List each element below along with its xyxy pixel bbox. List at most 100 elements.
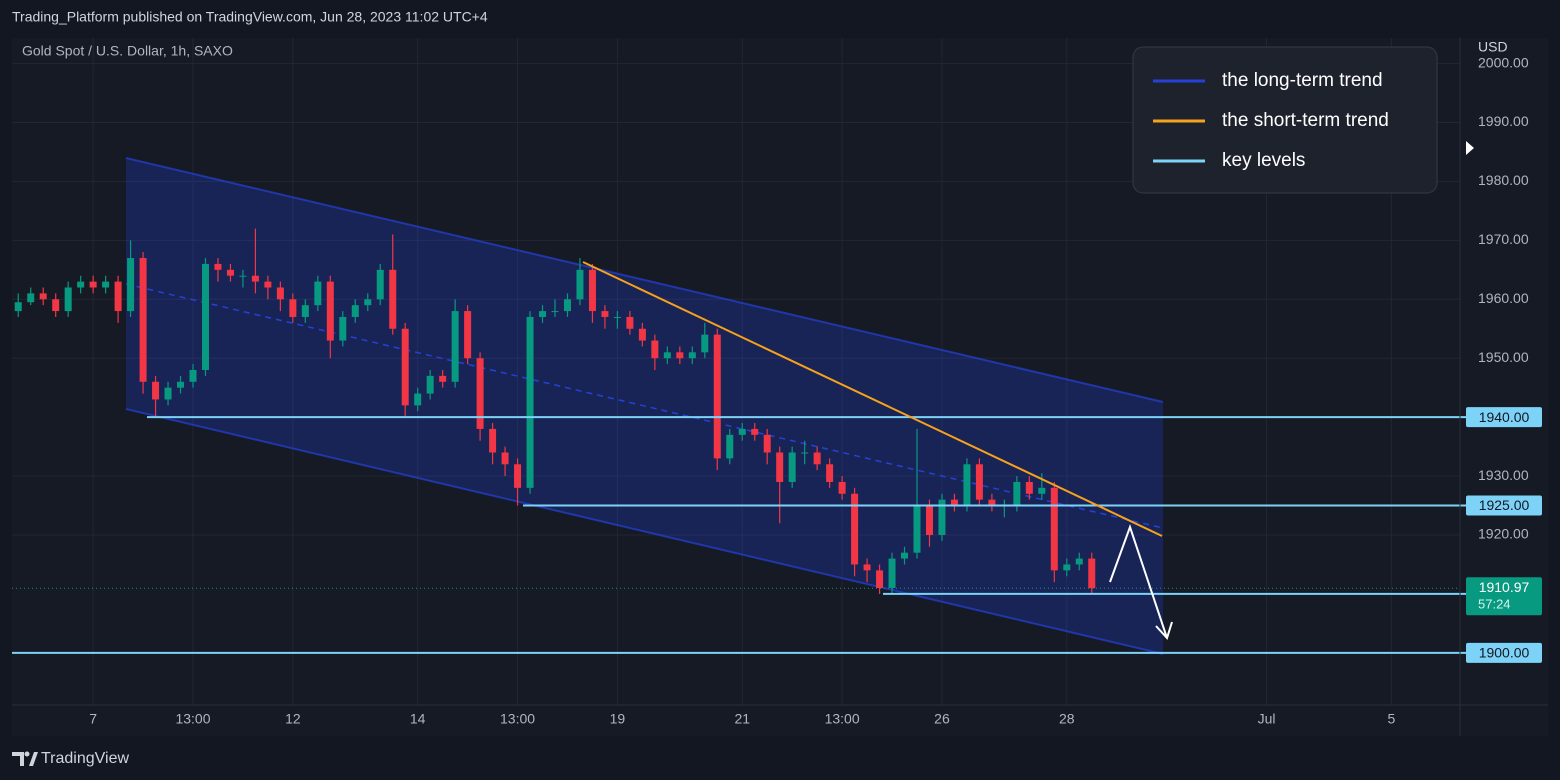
candle-body bbox=[863, 564, 871, 571]
x-tick-label: 13:00 bbox=[500, 711, 535, 727]
candle-body bbox=[588, 269, 596, 312]
x-tick-label: 13:00 bbox=[175, 711, 210, 727]
candle-body bbox=[364, 299, 372, 306]
candle-body bbox=[938, 499, 946, 535]
candle-body bbox=[339, 316, 347, 341]
candle-body bbox=[826, 464, 834, 482]
y-tick-label: 1960.00 bbox=[1478, 290, 1529, 306]
candle-body bbox=[1038, 487, 1046, 494]
channel-upper bbox=[125, 157, 1164, 403]
candle-body bbox=[426, 375, 434, 394]
candle-body bbox=[451, 311, 459, 382]
candle-body bbox=[676, 352, 684, 359]
candle-body bbox=[1075, 558, 1083, 565]
drawings bbox=[125, 157, 1164, 655]
price-badge bbox=[1466, 407, 1542, 428]
candle-body bbox=[464, 311, 472, 359]
candle-body bbox=[276, 287, 284, 300]
candle-body bbox=[576, 269, 584, 300]
candle-body bbox=[114, 281, 122, 312]
logo-mark bbox=[12, 752, 24, 766]
candle-body bbox=[414, 393, 422, 406]
price-badge bbox=[1466, 642, 1542, 663]
logo-dot bbox=[24, 751, 30, 757]
candle-body bbox=[189, 370, 197, 382]
x-tick-label: 19 bbox=[610, 711, 626, 727]
scroll-icon[interactable] bbox=[1466, 141, 1474, 155]
x-tick-label: 5 bbox=[1387, 711, 1395, 727]
candle-body bbox=[776, 452, 784, 482]
chart-title: Gold Spot / U.S. Dollar, 1h, SAXO bbox=[22, 43, 233, 59]
x-tick-label: 14 bbox=[410, 711, 426, 727]
y-tick-label: 1970.00 bbox=[1478, 231, 1529, 247]
candle-body bbox=[651, 340, 659, 359]
x-tick-label: Jul bbox=[1258, 711, 1276, 727]
candle-body bbox=[601, 311, 609, 317]
brand: TradingView bbox=[41, 750, 129, 767]
y-unit: USD bbox=[1478, 39, 1508, 55]
candle-body bbox=[77, 281, 85, 288]
brand-logo: TradingView bbox=[12, 750, 129, 767]
x-tick-label: 21 bbox=[734, 711, 750, 727]
channel-mid bbox=[125, 283, 1164, 529]
candle-body bbox=[613, 316, 621, 318]
candle-body bbox=[713, 334, 721, 459]
legend-label[interactable]: key levels bbox=[1222, 150, 1305, 171]
candle-body bbox=[701, 334, 709, 353]
candle-body bbox=[888, 558, 896, 589]
candle-body bbox=[1050, 487, 1058, 571]
publisher: Trading_Platform published on TradingVie… bbox=[12, 9, 488, 25]
candle-body bbox=[326, 281, 334, 341]
candle-body bbox=[264, 281, 272, 288]
candle-body bbox=[14, 302, 22, 312]
candle-body bbox=[1088, 558, 1096, 589]
candle-body bbox=[1013, 481, 1021, 506]
candle-body bbox=[876, 570, 884, 589]
short-term-trend bbox=[582, 261, 1163, 537]
candle-body bbox=[89, 281, 97, 288]
x-tick-label: 26 bbox=[934, 711, 950, 727]
y-tick-label: 1920.00 bbox=[1478, 526, 1529, 542]
candle-body bbox=[526, 316, 534, 488]
legend-label[interactable]: the long-term trend bbox=[1222, 70, 1383, 91]
legend-label[interactable]: the short-term trend bbox=[1222, 110, 1389, 131]
candle-body bbox=[139, 258, 147, 382]
channel-lower bbox=[125, 408, 1164, 655]
candle-body bbox=[201, 263, 209, 370]
candle-body bbox=[950, 499, 958, 506]
candle-body bbox=[64, 287, 72, 312]
candle-body bbox=[152, 381, 160, 400]
candle-body bbox=[39, 293, 47, 300]
last-price-label: 1910.97 bbox=[1479, 579, 1530, 595]
price-badge-label: 1925.00 bbox=[1479, 497, 1530, 513]
candle-body bbox=[251, 275, 259, 282]
candle-body bbox=[164, 387, 172, 400]
forecast-arrow bbox=[1109, 523, 1173, 640]
candle-body bbox=[376, 269, 384, 300]
candle-body bbox=[439, 375, 447, 382]
candle-body bbox=[975, 464, 983, 500]
x-tick-label: 13:00 bbox=[825, 711, 860, 727]
candle-body bbox=[838, 481, 846, 494]
legend-box bbox=[1132, 46, 1438, 194]
y-tick-label: 1950.00 bbox=[1478, 349, 1529, 365]
candle-body bbox=[1025, 481, 1033, 494]
candle-body bbox=[226, 269, 234, 276]
candle-body bbox=[901, 552, 909, 559]
countdown: 57:24 bbox=[1478, 597, 1511, 612]
candle-body bbox=[514, 464, 522, 488]
last-price-badge bbox=[1466, 577, 1542, 616]
y-tick-label: 2000.00 bbox=[1478, 54, 1529, 70]
candle-body bbox=[214, 263, 222, 270]
candle-body bbox=[763, 434, 771, 453]
price-badge bbox=[1466, 495, 1542, 516]
candle-body bbox=[751, 428, 759, 435]
candle-body bbox=[27, 293, 35, 303]
overlay: 1940.001925.001910.001900.001910.9757:24… bbox=[12, 46, 1542, 663]
y-tick-label: 1990.00 bbox=[1478, 113, 1529, 129]
candle-body bbox=[726, 434, 734, 459]
y-tick-label: 1980.00 bbox=[1478, 172, 1529, 188]
x-tick-label: 7 bbox=[89, 711, 97, 727]
